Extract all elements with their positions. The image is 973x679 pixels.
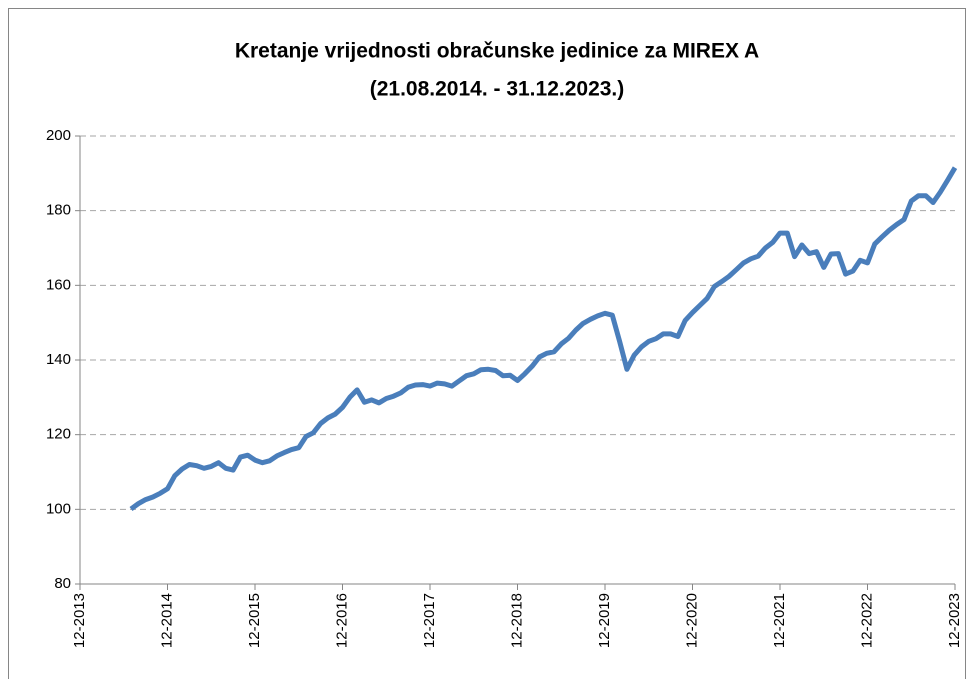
chart-title: Kretanje vrijednosti obračunske jedinice… xyxy=(235,40,759,63)
x-tick-label: 12-2016 xyxy=(333,593,350,648)
chart-border xyxy=(8,8,966,679)
x-tick-label: 12-2017 xyxy=(421,593,438,648)
x-tick-label: 12-2014 xyxy=(158,593,175,648)
x-tick-label: 12-2013 xyxy=(71,593,88,648)
x-tick-label: 12-2018 xyxy=(508,593,525,648)
y-tick-label: 80 xyxy=(54,575,71,592)
chart-subtitle: (21.08.2014. - 31.12.2023.) xyxy=(370,78,625,101)
y-tick-label: 140 xyxy=(46,351,71,368)
y-tick-label: 160 xyxy=(46,276,71,293)
x-tick-label: 12-2019 xyxy=(596,593,613,648)
y-tick-label: 200 xyxy=(46,127,71,144)
y-tick-label: 120 xyxy=(46,426,71,443)
y-tick-label: 180 xyxy=(46,202,71,219)
data-line xyxy=(129,166,958,512)
x-tick-label: 12-2023 xyxy=(946,593,963,648)
x-tick-label: 12-2020 xyxy=(683,593,700,648)
y-tick-label: 100 xyxy=(46,500,71,517)
x-tick-label: 12-2015 xyxy=(246,593,263,648)
x-tick-label: 12-2021 xyxy=(771,593,788,648)
x-tick-label: 12-2022 xyxy=(858,593,875,648)
